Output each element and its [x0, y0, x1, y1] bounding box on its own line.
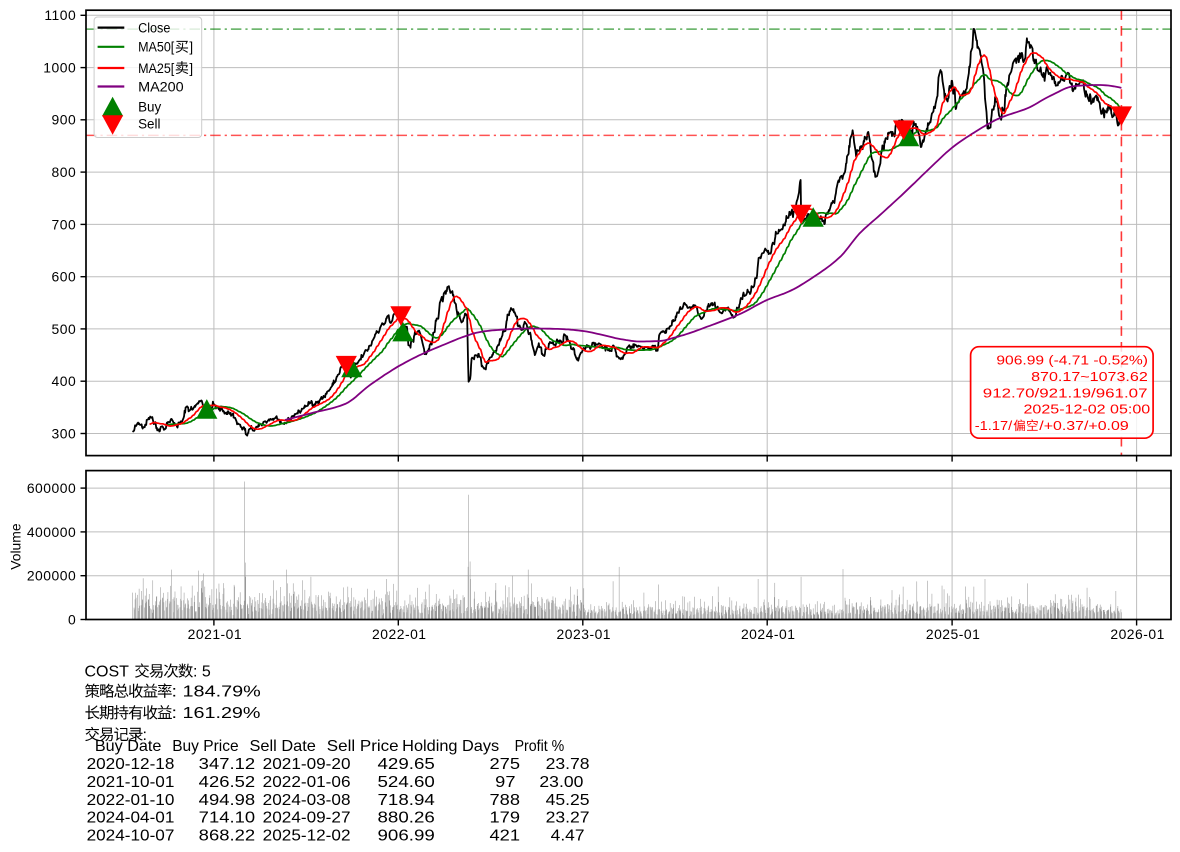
svg-text:400000: 400000: [27, 524, 76, 540]
svg-text:2024-10-07: 2024-10-07: [87, 828, 175, 845]
svg-text:906.99 (-4.71 -0.52%): 906.99 (-4.71 -0.52%): [996, 353, 1148, 368]
svg-text:421: 421: [490, 828, 521, 845]
svg-text:2025-12-02: 2025-12-02: [263, 828, 351, 845]
svg-text:-1.17/: -1.17/: [975, 418, 1013, 433]
svg-text:200000: 200000: [27, 568, 76, 584]
svg-text:23.78: 23.78: [546, 756, 590, 773]
svg-text:2026-01: 2026-01: [1110, 626, 1164, 642]
svg-text:524.60: 524.60: [378, 774, 435, 791]
svg-text:]: ]: [189, 40, 193, 55]
svg-text:45.25: 45.25: [546, 792, 590, 809]
svg-text:Buy Price: Buy Price: [172, 738, 238, 755]
svg-text:Volume: Volume: [8, 523, 24, 570]
svg-text:179: 179: [490, 810, 521, 827]
svg-text:300: 300: [52, 425, 77, 441]
svg-text:718.94: 718.94: [378, 792, 435, 809]
svg-text:97: 97: [495, 774, 515, 791]
svg-text:500: 500: [52, 321, 77, 337]
svg-text:Sell Date: Sell Date: [250, 738, 317, 755]
svg-text:868.22: 868.22: [199, 828, 256, 845]
svg-text:MA200: MA200: [138, 79, 184, 94]
svg-text:494.98: 494.98: [199, 792, 256, 809]
svg-text:900: 900: [52, 112, 77, 128]
svg-text:2020-12-18: 2020-12-18: [87, 756, 175, 773]
svg-text:2022-01-10: 2022-01-10: [87, 792, 175, 809]
svg-text:426.52: 426.52: [199, 774, 256, 791]
svg-text:870.17~1073.62: 870.17~1073.62: [1031, 369, 1148, 384]
svg-text:880.26: 880.26: [378, 810, 435, 827]
svg-text:COST: COST: [85, 664, 130, 681]
svg-text:2021-10-01: 2021-10-01: [87, 774, 175, 791]
svg-text:Sell: Sell: [138, 116, 160, 131]
svg-text:2024-03-08: 2024-03-08: [263, 792, 351, 809]
svg-text:MA25[: MA25[: [138, 61, 174, 76]
svg-text:400: 400: [52, 373, 77, 389]
svg-text:600000: 600000: [27, 480, 76, 496]
svg-text:347.12: 347.12: [199, 756, 256, 773]
svg-text:429.65: 429.65: [378, 756, 435, 773]
svg-text:2024-09-27: 2024-09-27: [263, 810, 351, 827]
svg-text:700: 700: [52, 216, 77, 232]
svg-text:2023-01: 2023-01: [557, 626, 611, 642]
svg-text:2024-04-01: 2024-04-01: [87, 810, 175, 827]
svg-text:Sell Price: Sell Price: [327, 738, 399, 755]
svg-text:MA50[: MA50[: [138, 40, 174, 55]
svg-text:: 161.29%: : 161.29%: [172, 705, 261, 722]
svg-text:: 184.79%: : 184.79%: [172, 684, 261, 701]
svg-text:2021-01: 2021-01: [188, 626, 242, 642]
svg-text:Holding Days: Holding Days: [402, 738, 499, 755]
svg-text:23.27: 23.27: [546, 810, 590, 827]
svg-text:1100: 1100: [44, 7, 76, 23]
svg-text:Close: Close: [138, 21, 170, 36]
svg-text:Buy: Buy: [138, 99, 161, 114]
svg-text:Profit %: Profit %: [515, 738, 565, 755]
svg-text:2022-01-06: 2022-01-06: [263, 774, 351, 791]
svg-text:23.00: 23.00: [539, 774, 583, 791]
svg-text:]: ]: [189, 61, 193, 76]
svg-text:275: 275: [490, 756, 521, 773]
svg-text:714.10: 714.10: [199, 810, 256, 827]
svg-text:788: 788: [490, 792, 521, 809]
svg-text::: :: [143, 727, 147, 744]
svg-text:: 5: : 5: [193, 664, 211, 681]
svg-text:800: 800: [52, 164, 77, 180]
svg-text:0: 0: [68, 611, 76, 627]
svg-text:2021-09-20: 2021-09-20: [263, 756, 351, 773]
svg-text:2024-01: 2024-01: [741, 626, 795, 642]
svg-text:4.47: 4.47: [551, 828, 585, 845]
svg-text:2025-01: 2025-01: [926, 626, 980, 642]
svg-text:Buy Date: Buy Date: [95, 738, 162, 755]
svg-text:1000: 1000: [43, 60, 76, 76]
svg-text:600: 600: [52, 269, 77, 285]
svg-text:906.99: 906.99: [378, 828, 435, 845]
svg-text:/+0.37/+0.09: /+0.37/+0.09: [1039, 418, 1128, 433]
svg-text:912.70/921.19/961.07: 912.70/921.19/961.07: [983, 385, 1148, 400]
svg-text:2022-01: 2022-01: [372, 626, 426, 642]
svg-text:2025-12-02 05:00: 2025-12-02 05:00: [1024, 402, 1151, 417]
